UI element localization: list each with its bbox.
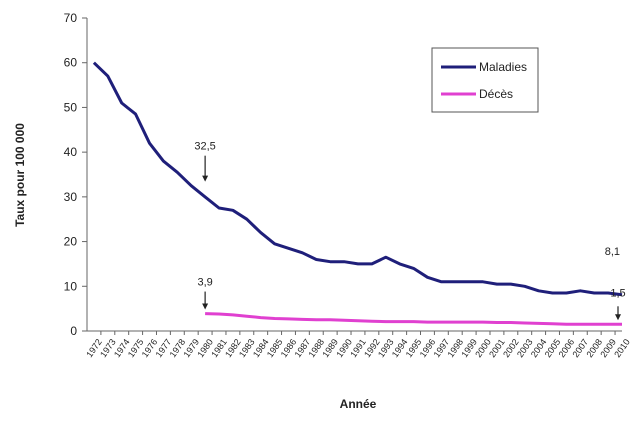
x-axis-title: Année [340,397,377,411]
annotation-label: 8,1 [605,246,620,258]
y-axis-ticks: 0 10 20 30 40 50 60 70 [64,11,87,338]
y-tick-label: 30 [64,190,78,204]
y-axis-title: Taux pour 100 000 [13,123,27,227]
annotation-arrowhead [615,314,621,321]
legend-box [431,47,539,113]
annotations-layer: 32,5 3,9 8,1 1,5 [194,141,626,321]
annotation-label: 1,5 [610,287,625,299]
y-tick-label: 50 [64,100,78,114]
y-tick-label: 40 [64,145,78,159]
y-tick-label: 60 [64,56,78,70]
legend-label-maladies: Maladies [479,60,527,74]
x-tick-label: 2010 [612,337,632,359]
y-tick-label: 70 [64,11,78,25]
annotation-arrowhead [202,303,209,310]
y-tick-label: 0 [70,324,77,338]
annotation-arrowhead [202,175,209,182]
y-tick-label: 10 [64,279,78,293]
annotation-label: 32,5 [194,141,215,153]
series-line-maladies [92,61,623,297]
series-layer [92,61,623,326]
legend-label-deces: Décès [479,87,513,101]
series-line-deces [205,312,622,326]
legend: Maladies Décès [431,47,539,113]
x-axis-ticks: 1972197319741975197619771978197919801981… [84,331,632,359]
annotation-label: 3,9 [197,277,212,289]
y-tick-label: 20 [64,235,78,249]
